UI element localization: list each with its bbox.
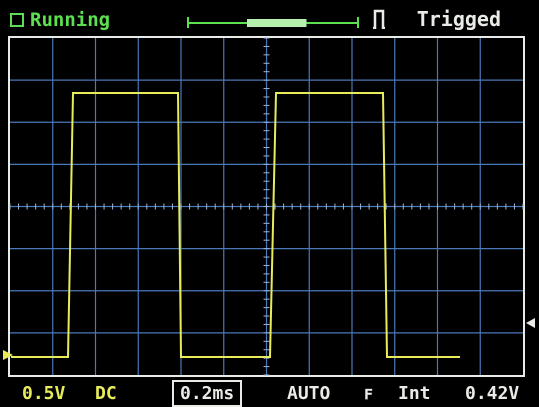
pulse-icon bbox=[373, 9, 385, 29]
run-status[interactable]: Running bbox=[10, 9, 110, 31]
trigger-mode[interactable]: AUTO bbox=[287, 383, 331, 404]
center-axis-ticks bbox=[9, 37, 524, 376]
run-status-icon bbox=[10, 13, 24, 27]
trigger-level-marker[interactable] bbox=[526, 318, 535, 328]
top-status-bar: Running Trigged bbox=[0, 0, 539, 36]
channel-trace bbox=[11, 92, 460, 358]
trigger-source[interactable]: Int bbox=[398, 383, 431, 404]
coupling-mode[interactable]: DC bbox=[95, 383, 117, 404]
buffer-position-indicator[interactable] bbox=[187, 17, 359, 28]
run-status-label: Running bbox=[30, 9, 111, 31]
bottom-settings-bar: 0.5V DC 0.2ms AUTO ꜰ Int 0.42V bbox=[0, 376, 539, 407]
timebase-selector[interactable]: 0.2ms bbox=[172, 380, 243, 407]
trigger-edge-icon[interactable]: ꜰ bbox=[364, 383, 373, 404]
volts-per-div[interactable]: 0.5V bbox=[22, 383, 66, 404]
ground-level-marker[interactable] bbox=[3, 350, 13, 360]
trigger-level[interactable]: 0.42V bbox=[465, 383, 520, 404]
screen-frame bbox=[8, 36, 525, 377]
trigger-state: Trigged bbox=[416, 7, 501, 31]
